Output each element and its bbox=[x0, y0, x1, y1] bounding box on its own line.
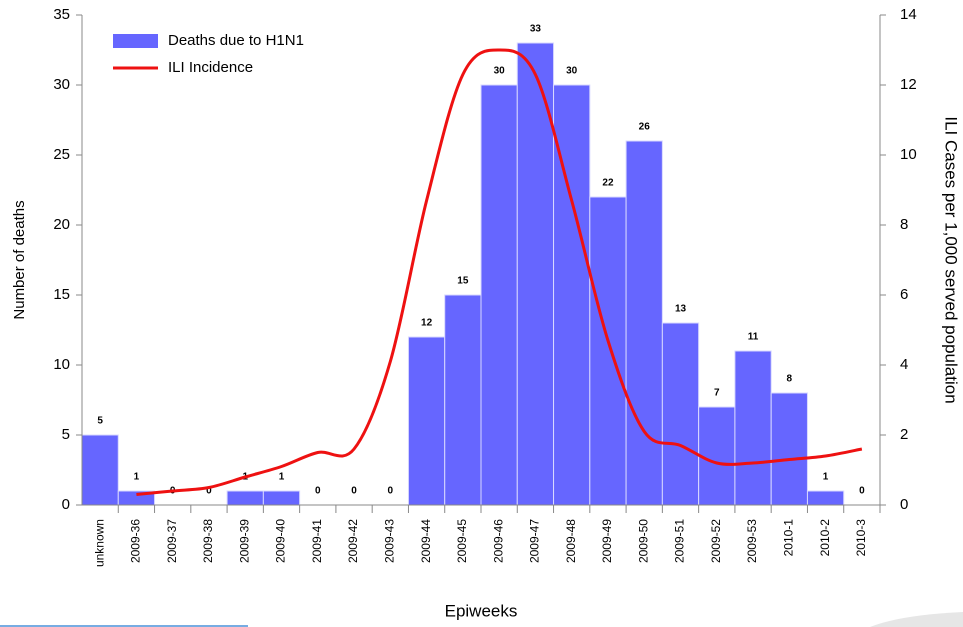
y-tick-label: 20 bbox=[53, 216, 70, 233]
bar bbox=[516, 42, 555, 506]
bar bbox=[661, 322, 700, 506]
value-label: 8 bbox=[787, 374, 793, 385]
x-tick-label: 2009-42 bbox=[346, 519, 360, 563]
y-tick-label: 0 bbox=[62, 496, 70, 513]
bar bbox=[806, 490, 845, 506]
bar bbox=[81, 434, 119, 506]
y-tick-label: 15 bbox=[53, 286, 70, 303]
bar bbox=[625, 140, 663, 506]
y2-tick-label: 2 bbox=[900, 426, 908, 443]
y2-tick-label: 14 bbox=[900, 6, 917, 23]
x-tick-label: 2009-37 bbox=[165, 519, 179, 563]
y2-tick-label: 8 bbox=[900, 216, 908, 233]
value-label: 33 bbox=[530, 24, 542, 35]
x-tick-label: 2009-51 bbox=[673, 519, 687, 563]
x-tick-label: 2010-1 bbox=[781, 519, 795, 557]
y2-tick-label: 0 bbox=[900, 496, 908, 513]
value-label: 30 bbox=[566, 66, 578, 77]
x-tick-label: 2010-3 bbox=[854, 519, 868, 557]
x-tick-label: 2009-43 bbox=[382, 519, 396, 563]
x-tick-label: 2009-40 bbox=[274, 519, 288, 563]
bar bbox=[226, 490, 264, 506]
y2-tick-label: 4 bbox=[900, 356, 908, 373]
y2-tick-label: 6 bbox=[900, 286, 908, 303]
y-tick-label: 5 bbox=[62, 426, 70, 443]
x-tick-label: 2009-52 bbox=[709, 519, 723, 563]
y2-tick-label: 10 bbox=[900, 146, 917, 163]
y-tick-label: 35 bbox=[53, 6, 70, 23]
legend-swatch bbox=[113, 34, 158, 48]
bar bbox=[262, 490, 301, 506]
bar bbox=[480, 84, 518, 506]
value-label: 0 bbox=[388, 486, 394, 497]
x-tick-label: 2009-38 bbox=[201, 519, 215, 563]
x-tick-label: 2009-45 bbox=[455, 519, 469, 563]
x-tick-label: 2009-49 bbox=[600, 519, 614, 563]
bar bbox=[444, 294, 482, 506]
value-label: 0 bbox=[859, 486, 865, 497]
y-tick-label: 30 bbox=[53, 76, 70, 93]
value-label: 30 bbox=[494, 66, 506, 77]
x-tick-label: 2009-53 bbox=[745, 519, 759, 563]
value-label: 12 bbox=[421, 318, 433, 329]
value-label: 13 bbox=[675, 304, 687, 315]
value-label: 26 bbox=[639, 122, 651, 133]
x-tick-label: 2010-2 bbox=[818, 519, 832, 557]
value-label: 22 bbox=[602, 178, 614, 189]
line bbox=[136, 48, 863, 496]
x-tick-label: 2009-39 bbox=[237, 519, 251, 563]
value-label: 5 bbox=[97, 416, 103, 427]
decoration bbox=[870, 612, 963, 627]
value-label: 1 bbox=[823, 472, 829, 483]
y2-axis-title: ILI Cases per 1,000 served population bbox=[942, 116, 961, 403]
legend-label: Deaths due to H1N1 bbox=[168, 32, 304, 49]
x-tick-label: 2009-41 bbox=[310, 519, 324, 563]
y2-tick-label: 12 bbox=[900, 76, 917, 93]
value-label: 11 bbox=[748, 332, 759, 343]
bar bbox=[407, 336, 446, 506]
value-label: 0 bbox=[206, 486, 212, 497]
value-label: 7 bbox=[714, 388, 720, 399]
value-label: 1 bbox=[134, 472, 140, 483]
x-tick-label: 2009-46 bbox=[491, 519, 505, 563]
x-tick-label: 2009-44 bbox=[419, 519, 433, 563]
legend-label: ILI Incidence bbox=[168, 59, 253, 76]
bar bbox=[734, 350, 772, 506]
bar bbox=[770, 392, 808, 506]
x-tick-label: 2009-48 bbox=[564, 519, 578, 563]
x-tick-label: 2009-36 bbox=[129, 519, 143, 563]
value-label: 0 bbox=[351, 486, 357, 497]
x-axis-title: Epiweeks bbox=[445, 601, 518, 620]
value-label: 15 bbox=[457, 276, 469, 287]
bar bbox=[589, 196, 627, 506]
y-axis-title: Number of deaths bbox=[11, 200, 28, 319]
y-tick-label: 25 bbox=[53, 146, 70, 163]
x-tick-label: unknown bbox=[92, 519, 106, 567]
y-tick-label: 10 bbox=[53, 356, 70, 373]
bar bbox=[698, 406, 736, 506]
value-label: 1 bbox=[279, 472, 285, 483]
x-tick-label: 2009-47 bbox=[528, 519, 542, 563]
value-label: 0 bbox=[315, 486, 321, 497]
x-tick-label: 2009-50 bbox=[636, 519, 650, 563]
